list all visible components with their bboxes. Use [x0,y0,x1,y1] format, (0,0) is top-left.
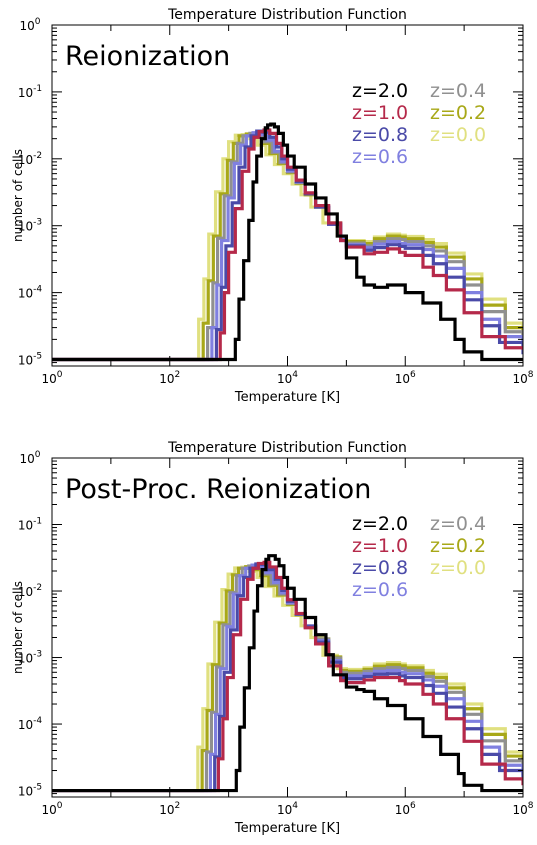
x-tick-label: 102 [159,370,180,386]
legend-entry: z=1.0 [352,102,408,124]
y-tick-label: 10-1 [18,84,42,100]
x-tick-label: 104 [277,370,298,386]
legend-entry: z=0.0 [430,124,486,146]
series-group [52,122,523,362]
panel-label: Reionization [65,41,230,72]
y-axis-label: number of cells [11,581,25,674]
legend: z=2.0z=1.0z=0.8z=0.6 z=0.4z=0.2z=0.0 [352,513,486,601]
panel-label: Post-Proc. Reionization [65,474,371,505]
chart-title: Temperature Distribution Function [167,7,407,23]
x-tick-label: 108 [512,370,533,386]
series-line-z-1-0 [52,128,523,362]
y-tick-label: 10-2 [18,583,42,599]
y-tick-label: 10-2 [18,151,42,167]
y-tick-label: 10-5 [18,352,42,368]
series-line-z-2-0 [52,554,523,793]
legend-entry: z=2.0 [352,513,408,535]
chart-panel-2: Temperature Distribution Function 100 102 1… [11,440,534,836]
y-tick-label: 10-3 [18,650,42,666]
x-tick-label: 106 [395,801,416,817]
x-tick-label: 100 [41,370,62,386]
plot-frame [51,457,524,798]
y-tick-label: 10-5 [18,783,42,799]
legend-entry: z=0.4 [430,513,486,535]
legend-entry: z=0.8 [352,124,408,146]
y-tick-label: 10-1 [18,517,42,533]
chart-panel-1: Temperature Distribution Function 100 102 1… [11,7,534,405]
legend-entry: z=0.0 [430,557,486,579]
x-axis-label: Temperature [K] [234,390,340,405]
legend: z=2.0z=1.0z=0.8z=0.6 z=0.4z=0.2z=0.0 [352,80,486,168]
legend-entry: z=0.2 [430,535,486,557]
x-tick-label: 106 [395,370,416,386]
y-axis-label: number of cells [11,149,25,242]
x-tick-label: 104 [277,801,298,817]
y-tick-label: 10-3 [18,218,42,234]
y-tick-label: 100 [19,17,40,33]
legend-entry: z=0.2 [430,102,486,124]
legend-entry: z=0.8 [352,557,408,579]
legend-entry: z=1.0 [352,535,408,557]
plot-frame [51,24,524,367]
x-tick-label: 108 [512,801,533,817]
legend-entry: z=0.4 [430,80,486,102]
series-group [52,554,523,793]
x-axis-label: Temperature [K] [234,821,340,836]
y-tick-label: 10-4 [18,285,43,301]
y-tick-label: 100 [19,450,40,466]
legend-entry: z=0.6 [352,146,408,168]
y-tick-label: 10-4 [18,716,43,732]
x-tick-label: 100 [41,801,62,817]
x-tick-label: 102 [159,801,180,817]
series-line-z-2-0 [52,122,523,362]
legend-entry: z=2.0 [352,80,408,102]
legend-entry: z=0.6 [352,579,408,601]
series-line-z-1-0 [52,560,523,793]
chart-title: Temperature Distribution Function [167,440,407,456]
